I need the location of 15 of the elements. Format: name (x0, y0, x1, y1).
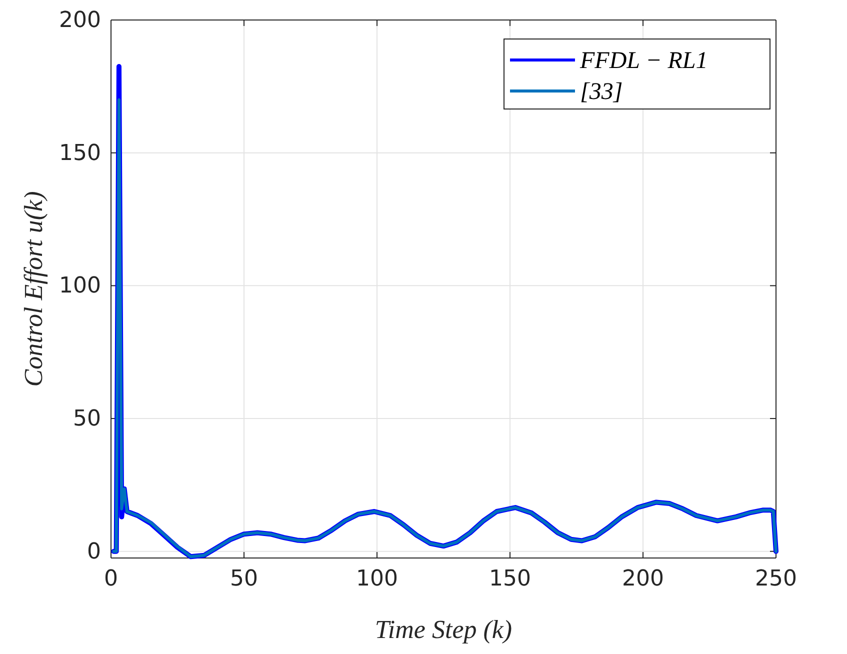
x-tick-label: 200 (622, 566, 664, 592)
x-tick-label: 100 (356, 566, 398, 592)
x-tick-label: 0 (104, 566, 118, 592)
legend-label: [33] (580, 79, 623, 105)
y-tick-label: 50 (73, 406, 101, 432)
x-axis-title: Time Step (k) (374, 615, 512, 644)
x-tick-label: 150 (489, 566, 531, 592)
y-tick-label: 100 (59, 274, 101, 299)
x-tick-label: 250 (755, 566, 797, 592)
y-tick-label: 150 (59, 140, 101, 166)
y-axis-title: Control Effort u(k) (19, 191, 48, 387)
legend-label: FFDL − RL1 (579, 48, 708, 74)
x-tick-label: 50 (230, 566, 258, 592)
y-tick-label: 200 (59, 8, 101, 34)
y-tick-label: 0 (87, 539, 101, 564)
